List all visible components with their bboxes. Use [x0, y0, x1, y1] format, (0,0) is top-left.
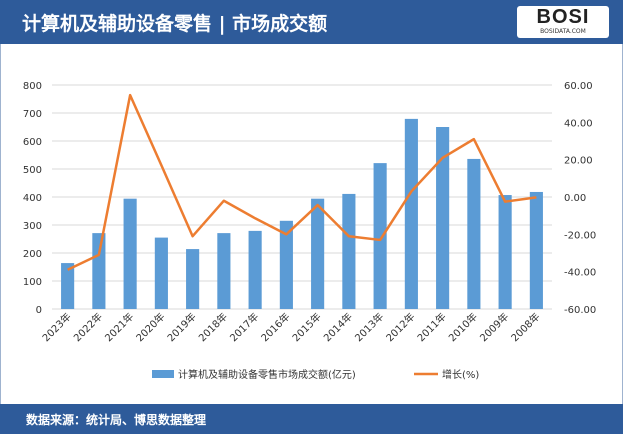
x-tick-label: 2016年 [258, 310, 292, 344]
y-left-tick-label: 400 [23, 193, 42, 204]
x-tick-label: 2018年 [196, 310, 230, 344]
data-source: 数据来源：统计局、博思数据整理 [26, 413, 207, 427]
legend-bar-label: 计算机及辅助设备零售市场成交额(亿元) [178, 368, 356, 381]
x-tick-label: 2022年 [71, 310, 105, 344]
x-tick-label: 2015年 [289, 310, 323, 344]
y-left-tick-label: 100 [23, 277, 42, 288]
legend-line-label: 增长(%) [442, 368, 479, 381]
y-right-tick-label: -60.00 [564, 305, 596, 316]
x-tick-label: 2020年 [133, 310, 167, 344]
bar [217, 233, 231, 309]
bar [529, 191, 543, 309]
x-tick-label: 2019年 [164, 310, 198, 344]
y-right-tick-label: -40.00 [564, 268, 596, 279]
x-tick-label: 2009年 [477, 310, 511, 344]
bar [311, 198, 325, 309]
bosi-logo: BOSI BOSIDATA.COM [517, 6, 609, 38]
y-right-tick-label: 60.00 [564, 81, 593, 92]
x-tick-label: 2023年 [39, 310, 73, 344]
bar [186, 249, 200, 309]
x-tick-label: 2013年 [352, 310, 386, 344]
y-left-tick-label: 300 [23, 221, 42, 232]
y-left-tick-label: 200 [23, 249, 42, 260]
x-tick-label: 2008年 [508, 310, 542, 344]
y-left-tick-label: 600 [23, 137, 42, 148]
bar [279, 220, 293, 309]
legend-bar-swatch [152, 370, 174, 378]
y-right-tick-label: 0.00 [564, 193, 586, 204]
bar [154, 237, 168, 309]
y-right-tick-label: -20.00 [564, 230, 596, 241]
bar [92, 233, 106, 309]
bar [467, 158, 481, 309]
bar [342, 193, 356, 309]
bar [61, 263, 75, 309]
y-right-tick-label: 20.00 [564, 156, 593, 167]
x-tick-label: 2017年 [227, 310, 261, 344]
y-left-tick-label: 700 [23, 109, 42, 120]
footer-bar: 数据来源：统计局、博思数据整理 [0, 404, 623, 434]
bar [498, 195, 512, 309]
chart-title: 计算机及辅助设备零售 | 市场成交额 [22, 13, 328, 35]
logo-subtext: BOSIDATA.COM [540, 28, 586, 35]
logo-text: BOSI [536, 6, 590, 28]
y-left-tick-label: 800 [23, 81, 42, 92]
bar [123, 198, 137, 309]
x-tick-label: 2012年 [383, 310, 417, 344]
bar [248, 230, 262, 309]
x-tick-label: 2010年 [446, 310, 480, 344]
combo-chart: 0 100 200 300 400 500 600 700 800 -60.00 -40.00 -20… [23, 81, 596, 381]
x-tick-label: 2011年 [414, 310, 448, 344]
bar [404, 118, 418, 309]
x-tick-label: 2021年 [102, 310, 136, 344]
y-left-tick-label: 0 [36, 305, 42, 316]
bar [436, 127, 450, 309]
x-tick-label: 2014年 [321, 310, 355, 344]
bar [373, 163, 387, 309]
header-bar: 计算机及辅助设备零售 | 市场成交额 BOSI BOSIDATA.COM [0, 0, 623, 44]
y-left-tick-label: 500 [23, 165, 42, 176]
growth-line [67, 93, 537, 271]
y-right-tick-label: 40.00 [564, 118, 593, 129]
